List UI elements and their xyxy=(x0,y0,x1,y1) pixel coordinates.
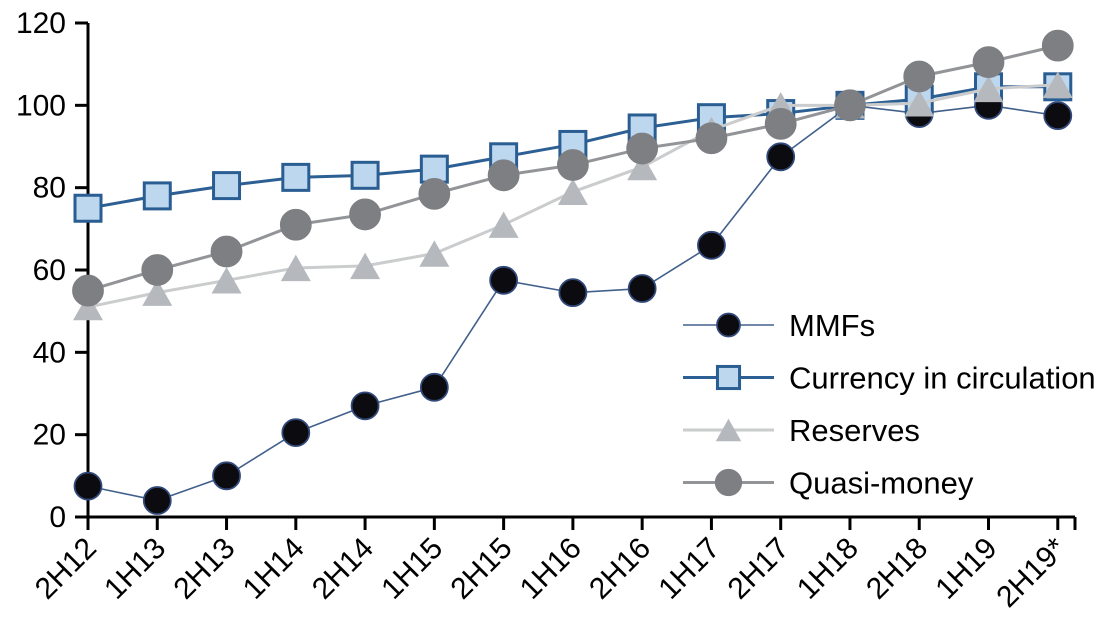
marker-currency-in-circulation-1H14 xyxy=(281,162,311,192)
marker-mmfs-2H16 xyxy=(627,274,657,303)
marker-mmfs-1H14 xyxy=(281,418,311,448)
legend-marker-mmfs xyxy=(716,312,741,338)
marker-mmfs-2H15 xyxy=(489,265,519,295)
legend-label-reserves: Reserves xyxy=(789,413,920,448)
series-quasi-money xyxy=(72,29,1074,307)
marker-reserves-1H16 xyxy=(557,178,588,205)
marker-reserves-2H19 xyxy=(1042,71,1073,98)
marker-quasi-money-2H15 xyxy=(487,159,520,192)
legend-label-quasi-money: Quasi-money xyxy=(789,466,974,501)
marker-currency-in-circulation-2H14 xyxy=(350,160,380,190)
marker-quasi-money-2H16 xyxy=(626,132,659,165)
marker-mmfs-2H17 xyxy=(766,142,796,172)
y-tick-label-120: 120 xyxy=(16,7,66,40)
marker-reserves-1H14 xyxy=(280,254,311,282)
marker-mmfs-2H13 xyxy=(212,461,241,491)
marker-quasi-money-1H18 xyxy=(834,89,866,122)
marker-mmfs-2H19 xyxy=(1043,101,1073,131)
marker-reserves-2H18 xyxy=(904,90,935,117)
marker-currency-in-circulation-1H13 xyxy=(142,181,172,211)
marker-reserves-1H19 xyxy=(973,75,1004,103)
legend-entry-reserves: Reserves xyxy=(683,413,920,448)
marker-reserves-2H15 xyxy=(488,211,519,238)
marker-mmfs-1H13 xyxy=(142,486,172,515)
marker-mmfs-1H16 xyxy=(558,278,588,308)
legend-marker-currency-in-circulation xyxy=(715,364,742,391)
marker-reserves-2H12 xyxy=(73,293,103,321)
legend-entry-currency-in-circulation: Currency in circulation xyxy=(683,361,1096,396)
marker-reserves-2H14 xyxy=(350,252,381,280)
marker-mmfs-2H12 xyxy=(73,471,103,501)
marker-quasi-money-1H14 xyxy=(279,208,312,241)
marker-quasi-money-2H17 xyxy=(764,107,797,140)
y-tick-label-60: 60 xyxy=(33,254,66,287)
y-tick-label-20: 20 xyxy=(33,419,66,452)
y-tick-label-80: 80 xyxy=(33,172,66,205)
legend-label-mmfs: MMFs xyxy=(789,308,875,343)
marker-mmfs-1H15 xyxy=(419,372,449,402)
marker-mmfs-2H14 xyxy=(350,391,380,421)
y-axis-ticks xyxy=(75,21,88,519)
marker-reserves-1H15 xyxy=(419,240,450,267)
marker-quasi-money-1H16 xyxy=(556,149,589,181)
legend: MMFs Currency in circulation Reserves Quasi… xyxy=(683,308,1096,501)
x-axis-ticks xyxy=(86,517,1077,530)
series-mmfs xyxy=(73,90,1073,515)
marker-quasi-money-2H12 xyxy=(72,274,104,307)
marker-mmfs-1H17 xyxy=(697,230,726,260)
y-tick-label-0: 0 xyxy=(49,501,66,534)
marker-quasi-money-2H14 xyxy=(349,198,381,231)
marker-quasi-money-2H19 xyxy=(1041,29,1074,62)
marker-currency-in-circulation-2H12 xyxy=(73,193,103,223)
marker-reserves-2H13 xyxy=(211,267,242,294)
marker-quasi-money-2H18 xyxy=(903,60,936,93)
legend-marker-quasi-money xyxy=(714,468,743,497)
marker-reserves-1H13 xyxy=(142,279,173,306)
y-tick-label-100: 100 xyxy=(16,89,66,122)
legend-marker-reserves xyxy=(715,418,742,442)
marker-currency-in-circulation-2H13 xyxy=(212,171,242,201)
y-axis-tick-labels: 0 20 40 60 80 100 120 xyxy=(16,7,66,534)
legend-entry-quasi-money: Quasi-money xyxy=(683,466,974,501)
marker-quasi-money-1H15 xyxy=(418,177,451,210)
y-tick-label-40: 40 xyxy=(33,336,66,369)
marker-quasi-money-2H13 xyxy=(210,235,243,268)
marker-reserves-2H16 xyxy=(627,153,658,181)
legend-entry-mmfs: MMFs xyxy=(683,308,875,343)
legend-label-currency-in-circulation: Currency in circulation xyxy=(789,361,1096,396)
marker-quasi-money-1H19 xyxy=(972,46,1005,79)
marker-quasi-money-1H13 xyxy=(141,254,174,286)
marker-quasi-money-1H17 xyxy=(695,122,728,155)
